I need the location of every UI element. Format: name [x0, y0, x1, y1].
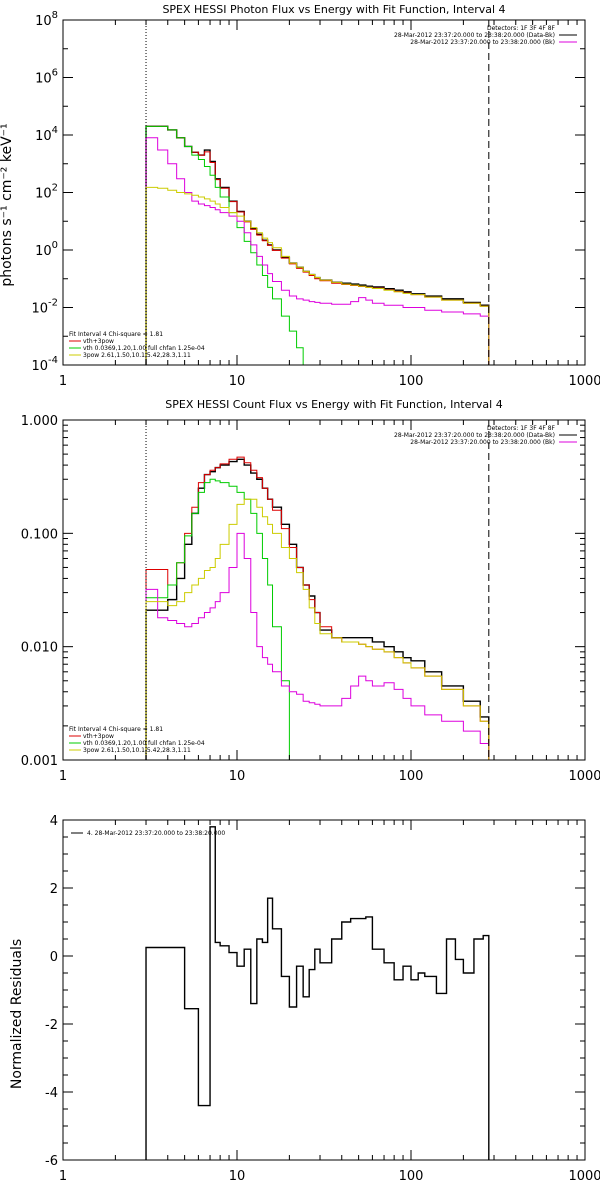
- y-tick-label: 104: [35, 125, 58, 144]
- photon-flux-y-label: photons s⁻¹ cm⁻² keV⁻¹: [0, 123, 15, 286]
- legend-interval-line: 4. 28-Mar-2012 23:37:20.000 to 23:38:20.…: [87, 830, 225, 837]
- count-flux-panel: SPEX HESSI Count Flux vs Energy with Fit…: [21, 398, 600, 784]
- y-tick-label: 1.000: [21, 414, 58, 429]
- y-tick-label: -2: [45, 1018, 58, 1033]
- x-tick-label: 10: [229, 1169, 246, 1184]
- x-axis-ticks: 1 10 100 1000: [59, 820, 600, 1184]
- y-tick-base: 10: [31, 302, 48, 317]
- count-flux-plot: 1 10 100 1000 0.001 0.010 0.100 1.000 Detectors:…: [21, 414, 600, 784]
- y-tick-label: 106: [35, 68, 58, 87]
- photon-flux-title: SPEX HESSI Photon Flux vs Energy with Fi…: [162, 3, 505, 16]
- y-tick-label: 0.010: [21, 641, 58, 656]
- x-tick-label: 1000: [568, 374, 600, 389]
- x-tick-label: 100: [399, 769, 424, 784]
- y-tick-label: 108: [35, 10, 58, 29]
- y-tick-exponent: 4: [52, 125, 58, 136]
- series-group: [145, 456, 490, 760]
- legend-fit-line: vth 0.0369,1.20,1.00 full chfan 1.25e-04: [83, 345, 205, 352]
- x-tick-label: 1000: [568, 1169, 600, 1184]
- y-tick-label: 100: [35, 240, 58, 259]
- y-tick-base: 10: [35, 129, 52, 144]
- y-tick-base: 10: [35, 244, 52, 259]
- x-axis-ticks: 1 10 100 1000: [59, 20, 600, 389]
- series-line-3: [145, 532, 490, 760]
- series-line-0: [145, 458, 490, 760]
- x-tick-label: 100: [399, 1169, 424, 1184]
- x-axis-ticks: 1 10 100 1000: [59, 420, 600, 784]
- y-tick-label: 10-4: [31, 355, 58, 374]
- series-line-2: [145, 125, 304, 365]
- plot-frame: [62, 19, 586, 366]
- x-tick-label: 10: [229, 374, 246, 389]
- y-axis-ticks: 0.001 0.010 0.100 1.000: [21, 414, 585, 769]
- legend-detector-line: Detectors: 1F 3F 4F 8F: [487, 25, 556, 32]
- series-line-2: [145, 478, 290, 760]
- y-tick-base: 10: [35, 72, 52, 87]
- legend-detector-line: 28-Mar-2012 23:37:20.000 to 23:38:20.000…: [394, 432, 555, 439]
- y-tick-label: 2: [50, 882, 58, 897]
- x-tick-label: 1000: [568, 769, 600, 784]
- y-tick-exponent: -2: [48, 298, 58, 309]
- series-line-4: [145, 498, 490, 760]
- legend-fit-line: 3pow 2.61,1.50,10.1,5.42,28.3,1.11: [83, 352, 191, 359]
- legend-detector-line: 28-Mar-2012 23:37:20.000 to 23:38:20.000…: [410, 439, 555, 446]
- legend-fit-line: vth+3pow: [83, 338, 114, 345]
- legend-fit-line: Fit Interval 4 Chi-square = 1.81: [69, 726, 163, 733]
- residuals-panel: Normalized Residuals 1 10 100 1000 -6 -4 -2 0 2 4…: [9, 814, 600, 1184]
- y-tick-label: 0: [50, 950, 58, 965]
- legend-detector-line: 28-Mar-2012 23:37:20.000 to 23:38:20.000…: [394, 32, 555, 39]
- y-tick-label: 0.100: [21, 527, 58, 542]
- x-tick-label: 1: [59, 374, 67, 389]
- y-tick-exponent: 6: [52, 68, 58, 79]
- series-line-1: [145, 125, 490, 365]
- y-tick-exponent: 8: [52, 10, 58, 21]
- y-tick-label: 102: [35, 183, 58, 202]
- x-tick-label: 10: [229, 769, 246, 784]
- legend-detector-line: 28-Mar-2012 23:37:20.000 to 23:38:20.000…: [410, 39, 555, 46]
- y-tick-label: 10-2: [31, 298, 58, 317]
- x-tick-label: 1: [59, 1169, 67, 1184]
- y-tick-label: 4: [50, 814, 58, 829]
- series-line-0: [145, 125, 490, 365]
- residuals-y-label: Normalized Residuals: [9, 939, 25, 1089]
- y-tick-label: -6: [45, 1154, 58, 1169]
- count-flux-title: SPEX HESSI Count Flux vs Energy with Fit…: [165, 398, 502, 411]
- photon-flux-panel: SPEX HESSI Photon Flux vs Energy with Fi…: [0, 3, 600, 389]
- series-group: [145, 826, 490, 1160]
- y-tick-label: -4: [45, 1086, 58, 1101]
- y-tick-exponent: 0: [52, 240, 58, 251]
- x-tick-label: 1: [59, 769, 67, 784]
- residuals-plot: 1 10 100 1000 -6 -4 -2 0 2 4 4. 28-Mar-2012 23:37:…: [45, 814, 600, 1184]
- y-tick-exponent: -4: [48, 355, 58, 366]
- plot-frame: [62, 819, 586, 1161]
- legend-fit-line: vth 0.0369,1.20,1.00 full chfan 1.25e-04: [83, 740, 205, 747]
- y-tick-base: 10: [31, 359, 48, 374]
- series-line-0: [145, 826, 490, 1160]
- legend-fit-line: vth+3pow: [83, 733, 114, 740]
- y-tick-base: 10: [35, 14, 52, 29]
- y-tick-label: 0.001: [21, 754, 58, 769]
- legend-fit-line: 3pow 2.61,1.50,10.1,5.42,28.3,1.11: [83, 747, 191, 754]
- y-axis-ticks: -6 -4 -2 0 2 4: [45, 814, 585, 1169]
- y-tick-base: 10: [35, 187, 52, 202]
- series-group: [145, 125, 490, 365]
- series-line-3: [145, 137, 490, 365]
- photon-flux-plot: 1 10 100 100010-410-2100102104106108Detecto…: [31, 10, 600, 389]
- plot-frame: [62, 419, 586, 761]
- x-tick-label: 100: [399, 374, 424, 389]
- legend-detector-line: Detectors: 1F 3F 4F 8F: [487, 425, 556, 432]
- y-tick-exponent: 2: [52, 183, 58, 194]
- legend-fit-line: Fit Interval 4 Chi-square = 1.81: [69, 331, 163, 338]
- series-line-4: [145, 186, 490, 365]
